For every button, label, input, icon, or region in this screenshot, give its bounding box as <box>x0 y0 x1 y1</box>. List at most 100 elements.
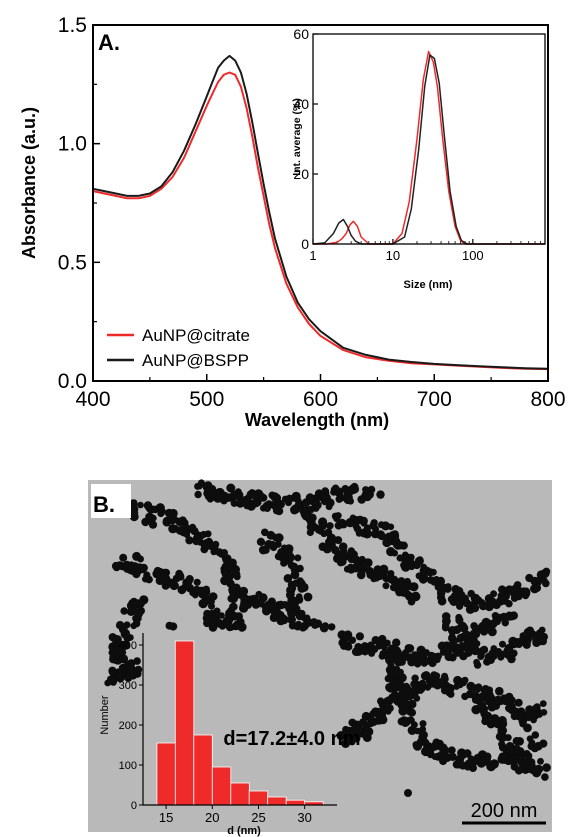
nanoparticle <box>148 520 158 529</box>
nanoparticle-clusters <box>91 479 551 797</box>
nanoparticle <box>332 484 340 492</box>
hist-bar <box>230 782 250 806</box>
nanoparticle <box>409 709 416 717</box>
nanoparticle <box>175 571 185 581</box>
nanoparticle <box>539 700 547 707</box>
nanoparticle <box>536 636 544 644</box>
hist-y-tick-label: 400 <box>119 640 137 652</box>
hist-y-tick-label: 0 <box>131 800 137 812</box>
nanoparticle <box>343 495 352 505</box>
nanoparticle <box>509 611 518 620</box>
nanoparticle <box>381 644 388 651</box>
nanoparticle <box>452 625 462 635</box>
nanoparticle <box>394 678 404 688</box>
nanoparticle <box>130 499 138 507</box>
nanoparticle <box>409 582 419 592</box>
inset-y-tick-label: 40 <box>293 96 309 112</box>
nanoparticle <box>263 505 271 512</box>
nanoparticle <box>454 586 464 596</box>
nanoparticle <box>542 579 550 588</box>
nanoparticle <box>283 574 293 583</box>
nanoparticle <box>107 675 116 685</box>
nanoparticle <box>192 538 200 546</box>
nanoparticle <box>456 634 465 642</box>
nanoparticle <box>349 484 360 494</box>
nanoparticle <box>431 753 439 760</box>
panel-a: A. Absorbance (a.u.) Wavelength (nm) 400… <box>19 14 566 430</box>
inset-y-tick-label: 20 <box>293 166 309 182</box>
nanoparticle <box>338 518 346 526</box>
inset-x-tick-label: 10 <box>386 248 400 263</box>
nanoparticle <box>300 511 308 518</box>
a-x-tick-label: 400 <box>75 388 110 411</box>
nanoparticle <box>480 645 489 654</box>
nanoparticle <box>487 702 497 712</box>
inset-series-line-red <box>313 50 545 245</box>
nanoparticle <box>324 528 333 537</box>
nanoparticle <box>480 709 489 718</box>
nanoparticle <box>165 621 174 630</box>
panel-b-label: B. <box>93 492 115 517</box>
nanoparticle <box>442 616 451 626</box>
nanoparticle <box>261 528 269 537</box>
nanoparticle <box>511 745 521 755</box>
nanoparticle <box>540 709 548 716</box>
nanoparticle <box>470 603 480 613</box>
nanoparticle <box>311 621 319 629</box>
a-y-tick-label: 1.0 <box>58 133 87 156</box>
nanoparticle <box>290 564 298 572</box>
nanoparticle <box>388 693 397 702</box>
nanoparticle <box>532 583 542 593</box>
nanoparticle <box>139 563 148 573</box>
nanoparticle <box>197 479 205 487</box>
hist-x-tick-label: 20 <box>205 810 219 825</box>
nanoparticle <box>498 740 506 748</box>
nanoparticle <box>193 585 201 594</box>
nanoparticle <box>540 568 550 578</box>
nanoparticle <box>441 672 449 680</box>
nanoparticle <box>504 643 514 653</box>
nanoparticle <box>275 507 284 516</box>
nanoparticle <box>508 639 516 647</box>
nanoparticle <box>120 642 128 651</box>
nanoparticle <box>398 706 408 716</box>
nanoparticle <box>130 505 139 514</box>
nanoparticle <box>139 595 149 605</box>
nanoparticle <box>398 580 406 588</box>
nanoparticle <box>422 671 431 680</box>
hist-y-tick-label: 300 <box>119 680 137 692</box>
nanoparticle <box>498 651 506 659</box>
nanoparticle <box>352 565 360 573</box>
nanoparticle <box>303 617 313 627</box>
nanoparticle <box>285 603 295 614</box>
nanoparticle <box>437 596 447 606</box>
nanoparticle <box>220 549 228 557</box>
nanoparticle <box>223 493 232 502</box>
nanoparticle <box>340 642 348 650</box>
hist-bar <box>211 766 232 806</box>
nanoparticle <box>514 639 524 648</box>
nanoparticle <box>413 561 421 570</box>
a-series-line-citrate <box>92 71 549 371</box>
nanoparticle <box>473 658 480 666</box>
nanoparticle <box>376 490 385 499</box>
nanoparticle <box>378 652 386 660</box>
nanoparticle <box>306 528 314 537</box>
nanoparticle <box>523 723 532 733</box>
nanoparticle <box>133 657 141 665</box>
nanoparticle <box>389 583 398 592</box>
nanoparticle <box>534 764 544 774</box>
nanoparticle <box>280 556 290 565</box>
hist-bar <box>193 734 213 806</box>
nanoparticle <box>205 540 216 550</box>
nanoparticle <box>499 594 509 604</box>
nanoparticle <box>521 587 531 597</box>
hist-annotation: d=17.2±4.0 nm <box>223 728 360 750</box>
nanoparticle <box>455 677 465 687</box>
nanoparticle <box>353 728 361 737</box>
nanoparticle <box>359 516 368 526</box>
nanoparticle <box>137 555 144 563</box>
nanoparticle <box>239 601 247 610</box>
hist-bar <box>156 742 176 806</box>
nanoparticle <box>498 585 507 594</box>
